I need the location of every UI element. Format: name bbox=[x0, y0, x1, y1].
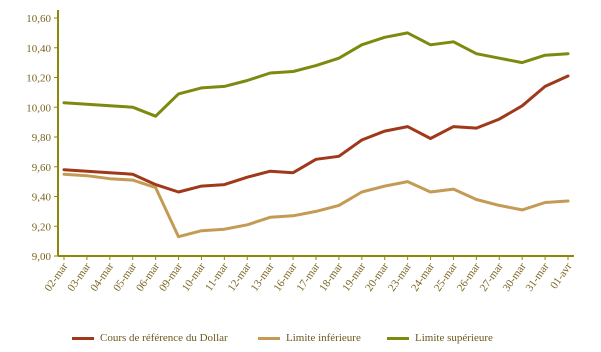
y-tick-label: 10,60 bbox=[26, 13, 51, 25]
y-tick-label: 10,00 bbox=[26, 102, 51, 114]
legend-label-limite-inferieure: Limite inférieure bbox=[286, 332, 361, 344]
y-tick-label: 10,20 bbox=[26, 73, 51, 85]
legend-item-limite-superieure: Limite supérieure bbox=[387, 332, 493, 344]
y-tick-label: 9,00 bbox=[32, 251, 52, 263]
y-tick-label: 9,20 bbox=[32, 221, 52, 233]
legend: Cours de référence du Dollar Limite infé… bbox=[0, 332, 601, 352]
y-tick-label: 9,80 bbox=[32, 132, 52, 144]
y-axis-ticks: 9,00 9,20 9,40 9,60 9,80 10,00 10,20 10,40 10,60 bbox=[26, 13, 58, 263]
y-tick-label: 9,60 bbox=[32, 162, 52, 174]
series-line-limite-inferieure bbox=[62, 172, 570, 239]
legend-swatch-cours bbox=[72, 336, 94, 340]
line-chart: 9,00 9,20 9,40 9,60 9,80 10,00 10,20 10,40 10,60… bbox=[26, 10, 575, 294]
axes bbox=[57, 10, 574, 257]
x-tick-label: 01-avr bbox=[548, 261, 574, 292]
legend-swatch-limite-inferieure bbox=[258, 336, 280, 340]
y-tick-label: 9,40 bbox=[32, 192, 52, 204]
legend-swatch-limite-superieure bbox=[387, 336, 409, 340]
series-lines bbox=[62, 31, 570, 239]
legend-label-cours: Cours de référence du Dollar bbox=[100, 332, 228, 344]
x-axis-ticks: 02-mar03-mar04-mar05-mar06-mar09-mar10-m… bbox=[42, 256, 575, 294]
legend-label-limite-superieure: Limite supérieure bbox=[415, 332, 493, 344]
x-tick-label: 10-mar bbox=[180, 261, 208, 294]
legend-item-limite-inferieure: Limite inférieure bbox=[258, 332, 361, 344]
y-tick-label: 10,40 bbox=[26, 43, 51, 55]
series-line-cours bbox=[62, 74, 570, 194]
series-line-limite-superieure bbox=[62, 31, 570, 118]
legend-item-cours: Cours de référence du Dollar bbox=[72, 332, 228, 344]
x-tick-label: 31-mar bbox=[523, 261, 551, 294]
